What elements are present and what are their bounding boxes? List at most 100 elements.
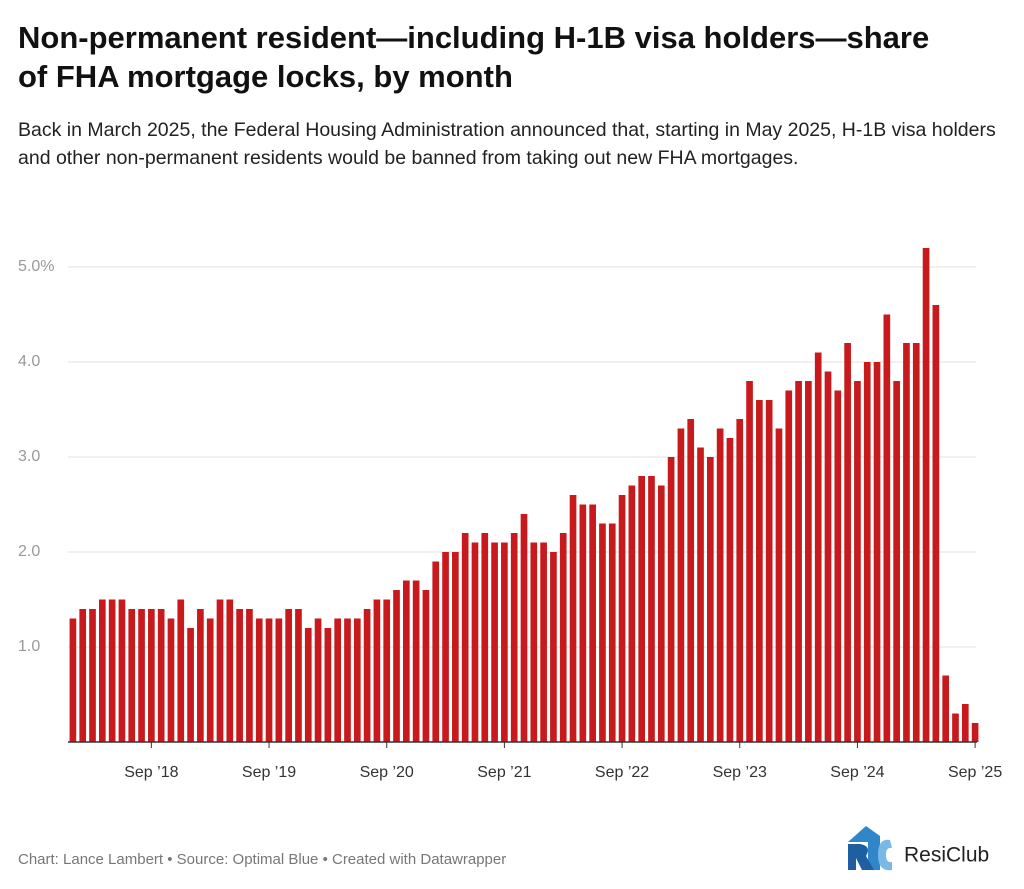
bar — [834, 390, 842, 742]
bar — [922, 248, 930, 742]
bar — [883, 314, 891, 742]
bar — [942, 675, 950, 742]
bar — [510, 533, 518, 742]
bar — [854, 381, 861, 742]
x-tick-label: Sep ’23 — [713, 764, 767, 781]
y-tick-label: 2.0 — [18, 543, 40, 560]
bar — [520, 514, 528, 742]
x-tick-label: Sep ’22 — [595, 764, 649, 781]
bar — [452, 552, 459, 742]
bar — [344, 618, 351, 742]
bar — [697, 447, 704, 742]
bar — [334, 618, 342, 742]
bar — [824, 371, 832, 742]
bar — [246, 609, 253, 742]
bar — [285, 609, 292, 742]
bar — [795, 381, 802, 742]
bar — [912, 343, 920, 742]
bar — [177, 599, 185, 742]
bar — [69, 618, 77, 742]
bar — [814, 352, 822, 742]
bar — [255, 618, 263, 742]
x-tick-label: Sep ’18 — [124, 764, 178, 781]
bar — [226, 599, 234, 742]
bar — [187, 628, 194, 742]
bar — [108, 599, 116, 742]
bar — [726, 438, 734, 742]
logo-icon — [848, 826, 892, 871]
bar — [805, 381, 812, 742]
chart-title: Non-permanent resident—including H-1B vi… — [18, 20, 930, 94]
bar — [589, 504, 596, 742]
logo-text: ResiClub — [904, 844, 989, 867]
bar — [501, 542, 508, 742]
bar — [79, 609, 87, 742]
bar — [89, 609, 96, 742]
y-tick-label: 5.0% — [18, 258, 54, 275]
bar — [903, 343, 910, 742]
bar — [373, 599, 381, 742]
x-tick-label: Sep ’20 — [360, 764, 414, 781]
bar — [736, 419, 744, 742]
bar — [530, 542, 538, 742]
bar — [265, 618, 273, 742]
bar — [128, 609, 136, 742]
bar — [569, 495, 577, 742]
bar — [324, 628, 332, 742]
bar — [118, 599, 126, 742]
bar — [138, 609, 145, 742]
bar — [961, 704, 969, 742]
bar — [206, 618, 214, 742]
y-tick-label: 3.0 — [18, 448, 40, 465]
y-tick-label: 4.0 — [18, 353, 40, 370]
bar — [932, 305, 940, 742]
bar — [422, 590, 430, 742]
bar — [579, 504, 587, 742]
bar — [550, 552, 557, 742]
bar — [402, 580, 410, 742]
bar — [481, 533, 489, 742]
x-tick-label: Sep ’19 — [242, 764, 296, 781]
x-tick-label: Sep ’25 — [948, 764, 1002, 781]
bar — [275, 618, 283, 742]
footer: Chart: Lance Lambert • Source: Optimal B… — [18, 851, 506, 868]
bar — [471, 542, 479, 742]
bar — [873, 362, 881, 742]
bar — [393, 590, 400, 742]
bar — [648, 476, 655, 742]
bar — [432, 561, 440, 742]
x-tick-label: Sep ’24 — [830, 764, 884, 781]
bar — [785, 390, 793, 742]
bar — [314, 618, 322, 742]
bar — [716, 428, 724, 742]
bar — [746, 381, 753, 742]
bar — [236, 609, 243, 742]
bar — [638, 476, 646, 742]
bar — [952, 713, 959, 742]
bar — [599, 523, 606, 742]
bar — [98, 599, 106, 742]
bar — [844, 343, 851, 742]
bar — [491, 542, 498, 742]
bar — [412, 580, 420, 742]
x-tick-label: Sep ’21 — [477, 764, 531, 781]
bar — [765, 400, 773, 742]
bar — [667, 457, 675, 742]
bar — [167, 618, 175, 742]
bar — [157, 609, 165, 742]
bar — [657, 485, 665, 742]
y-tick-label: 1.0 — [18, 638, 40, 655]
bar — [353, 618, 361, 742]
bar — [863, 362, 871, 742]
bar — [559, 533, 567, 742]
bar — [216, 599, 224, 742]
bar — [540, 542, 547, 742]
bar — [775, 428, 783, 742]
bar — [197, 609, 204, 742]
bar — [442, 552, 449, 742]
bar — [756, 400, 763, 742]
bar — [687, 419, 695, 742]
bar — [893, 381, 900, 742]
bar — [706, 457, 714, 742]
bar — [677, 428, 685, 742]
